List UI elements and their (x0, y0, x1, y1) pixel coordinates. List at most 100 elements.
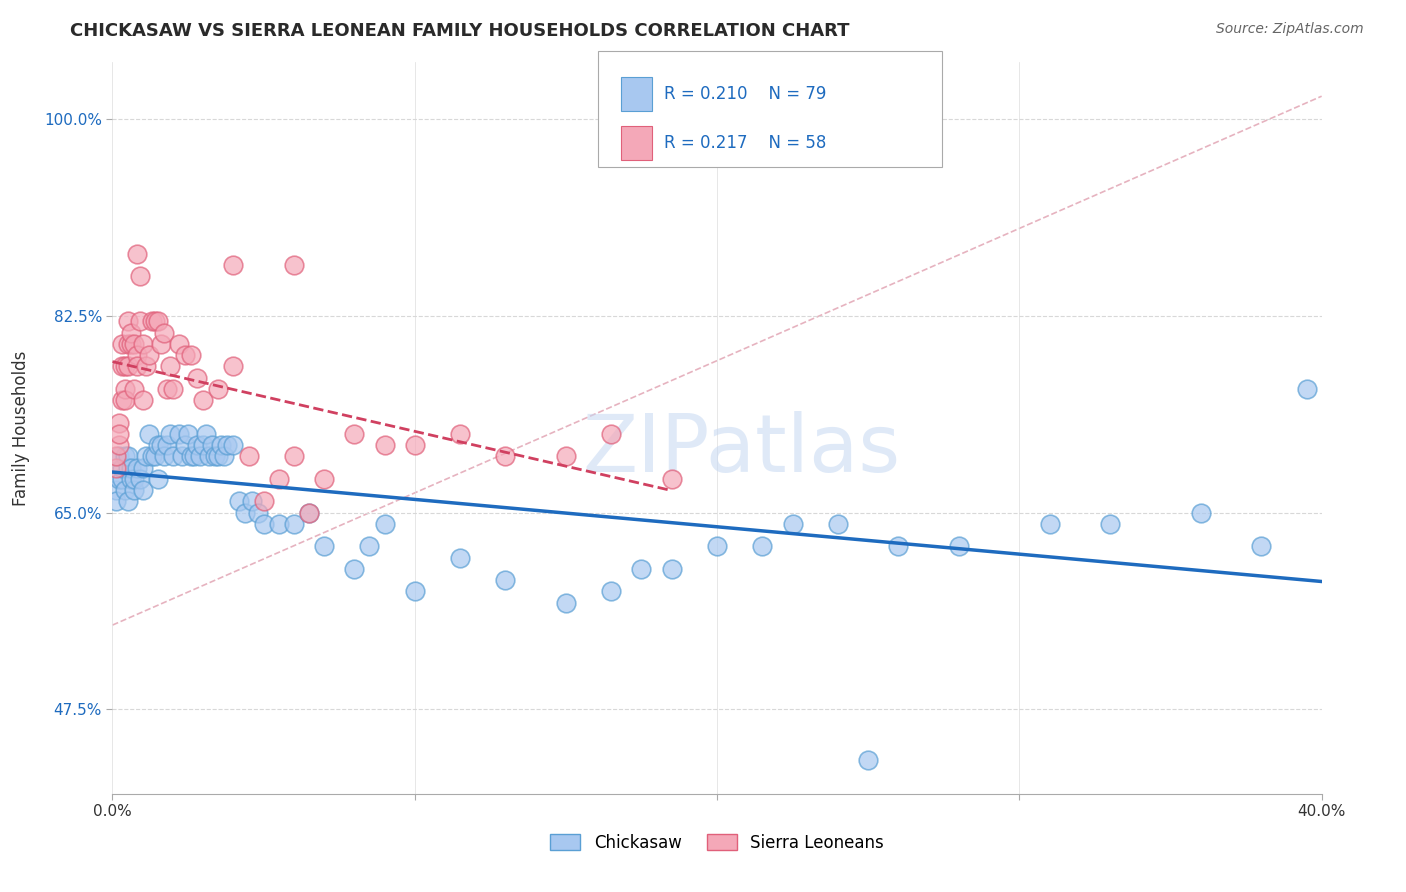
Point (948, 539, 970, 553)
Point (122, 336, 145, 351)
Point (201, 438, 224, 452)
Point (167, 426, 190, 441)
Point (143, 450, 166, 464)
Point (135, 359, 157, 374)
Point (1250, 539, 1272, 553)
Point (238, 450, 260, 464)
Point (104, 494, 127, 508)
Point (298, 506, 321, 520)
Point (146, 472, 169, 486)
Point (174, 438, 197, 452)
Point (188, 450, 211, 464)
Point (114, 392, 136, 407)
Point (209, 438, 232, 452)
Point (117, 460, 139, 475)
Point (600, 584, 623, 599)
Point (706, 539, 728, 553)
Point (138, 348, 160, 362)
Point (146, 438, 169, 452)
Point (374, 516, 396, 531)
Point (404, 438, 426, 452)
Point (122, 472, 145, 486)
Point (186, 370, 208, 384)
Point (149, 336, 172, 351)
Y-axis label: Family Households: Family Households (13, 351, 30, 506)
Point (214, 450, 236, 464)
Point (149, 438, 172, 452)
Point (162, 450, 184, 464)
Point (207, 382, 229, 396)
Point (314, 472, 336, 486)
Point (222, 438, 245, 452)
Point (117, 494, 139, 508)
Point (204, 450, 226, 464)
Point (180, 348, 202, 362)
Point (132, 336, 155, 351)
Point (298, 506, 321, 520)
Point (114, 359, 136, 374)
Point (235, 506, 257, 520)
Point (114, 382, 136, 396)
Point (159, 426, 181, 441)
Text: ZIPatlas: ZIPatlas (582, 411, 900, 489)
Point (186, 438, 208, 452)
Point (107, 450, 129, 464)
Point (374, 438, 396, 452)
Point (117, 359, 139, 374)
Point (1038, 516, 1062, 531)
Point (449, 426, 471, 441)
Point (240, 494, 263, 508)
Point (343, 562, 366, 576)
Point (174, 348, 197, 362)
Point (827, 516, 849, 531)
Point (856, 753, 880, 767)
Point (110, 460, 132, 475)
Point (135, 450, 157, 464)
Point (343, 426, 366, 441)
Point (228, 494, 250, 508)
Point (1098, 516, 1121, 531)
Point (122, 382, 145, 396)
Point (180, 450, 202, 464)
Point (125, 246, 148, 260)
Point (159, 359, 181, 374)
Point (630, 562, 652, 576)
Point (153, 326, 176, 340)
Point (198, 450, 221, 464)
Point (125, 348, 148, 362)
Point (156, 438, 179, 452)
Point (1189, 506, 1212, 520)
Point (114, 483, 136, 497)
Point (107, 438, 129, 452)
Point (183, 450, 205, 464)
Point (222, 359, 245, 374)
Point (887, 539, 910, 553)
Point (125, 359, 148, 374)
Point (110, 392, 132, 407)
Point (120, 472, 142, 486)
Point (217, 438, 239, 452)
Point (191, 438, 214, 452)
Point (141, 450, 163, 464)
Point (207, 450, 229, 464)
Point (156, 382, 179, 396)
Point (117, 336, 139, 351)
Point (107, 416, 129, 430)
Point (267, 472, 290, 486)
Point (283, 516, 305, 531)
Point (128, 269, 150, 284)
Point (449, 550, 471, 565)
Point (600, 426, 623, 441)
Point (195, 426, 218, 441)
Text: R = 0.210    N = 79: R = 0.210 N = 79 (664, 86, 825, 103)
Point (114, 450, 136, 464)
Point (177, 426, 200, 441)
Point (404, 584, 426, 599)
Point (120, 326, 142, 340)
Point (751, 539, 773, 553)
Point (267, 516, 290, 531)
Point (104, 460, 127, 475)
Point (132, 483, 155, 497)
Point (554, 596, 576, 610)
Point (138, 426, 160, 441)
